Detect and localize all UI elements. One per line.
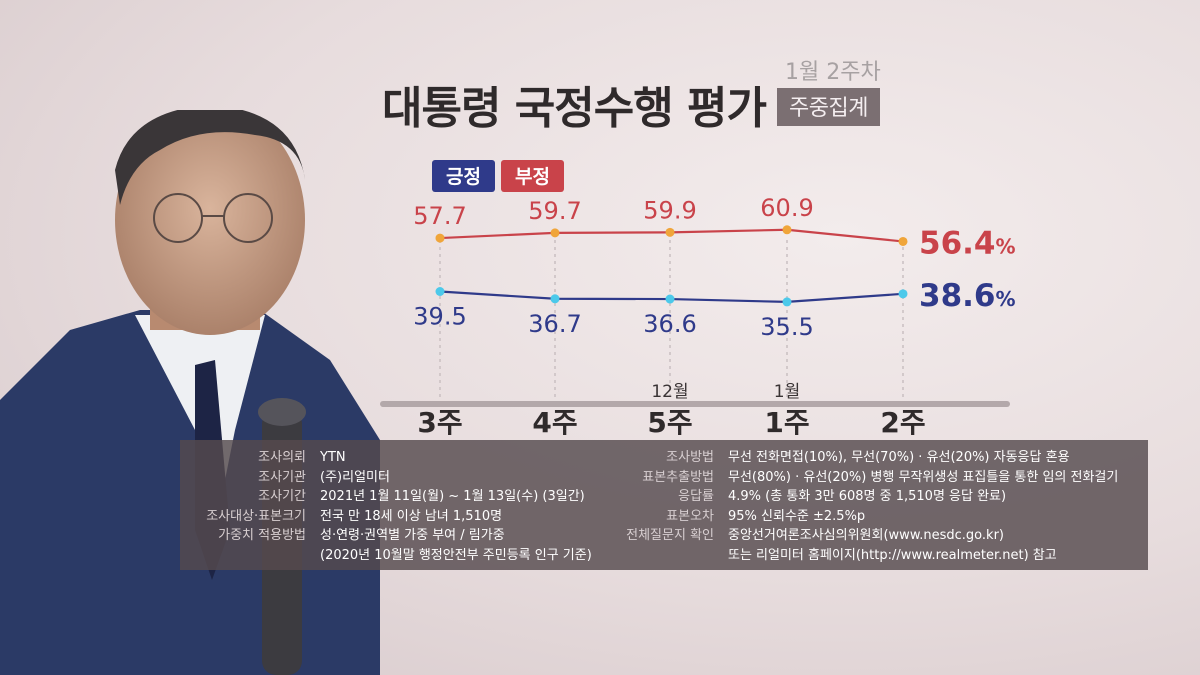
data-label-latest: 56.4%: [919, 225, 1016, 261]
info-row: 조사기간 2021년 1월 11일(월) ~ 1월 13일(수) (3일간): [180, 485, 585, 504]
data-label: 57.7: [413, 202, 466, 230]
info-row: 표본추출방법 무선(80%) · 유선(20%) 병행 무작위생성 표집틀을 통한…: [542, 466, 1118, 485]
info-value: 무선(80%) · 유선(20%) 병행 무작위생성 표집틀을 통한 임의 전화…: [728, 469, 1119, 485]
x-tick-label: 2주: [880, 406, 925, 439]
data-point: [435, 233, 445, 243]
data-label: 59.7: [528, 197, 581, 225]
x-tick-label: 1주: [764, 406, 809, 439]
info-value: 무선 전화면접(10%), 무선(70%) · 유선(20%) 자동응답 혼용: [728, 450, 1070, 465]
data-point: [782, 225, 792, 235]
data-point: [898, 289, 908, 299]
info-row: 조사방법 무선 전화면접(10%), 무선(70%) · 유선(20%) 자동응답…: [542, 446, 1070, 465]
data-point: [665, 294, 675, 304]
info-value: YTN: [320, 450, 346, 465]
info-key: 표본오차: [666, 508, 714, 524]
data-label: 59.9: [643, 196, 696, 224]
data-label-latest: 38.6%: [919, 278, 1016, 314]
data-point: [665, 227, 675, 237]
info-value: 전국 만 18세 이상 남녀 1,510명: [320, 508, 503, 524]
aggregation-badge: 주중집계: [777, 88, 880, 126]
data-label: 35.5: [760, 313, 813, 341]
x-tick-label: 3주: [417, 406, 462, 439]
data-label: 36.7: [528, 310, 581, 338]
data-point: [435, 287, 445, 296]
legend: 긍정 부정: [432, 160, 564, 192]
info-value: 95% 신뢰수준 ±2.5%p: [728, 508, 866, 524]
info-row: 조사기관 (주)리얼미터: [180, 466, 390, 485]
info-key: 조사기간: [258, 489, 306, 504]
info-key: 조사대상·표본크기: [206, 508, 306, 524]
legend-negative: 부정: [500, 160, 564, 192]
survey-week: 1월 2주차: [785, 60, 881, 85]
info-key: 표본추출방법: [642, 469, 714, 485]
info-value: 4.9% (총 통화 3만 608명 중 1,510명 응답 완료): [728, 489, 1007, 504]
info-key: 가중치 적용방법: [218, 528, 306, 543]
info-row: 응답률 4.9% (총 통화 3만 608명 중 1,510명 응답 완료): [542, 485, 1006, 504]
x-tick-label: 4주: [532, 406, 577, 439]
info-value: (주)리얼미터: [320, 469, 390, 485]
info-row: 조사의뢰 YTN: [180, 446, 346, 465]
data-point: [898, 236, 908, 246]
data-label: 39.5: [413, 303, 466, 331]
info-value: 또는 리얼미터 홈페이지(http://www.realmeter.net) 참…: [728, 547, 1057, 563]
data-point: [550, 228, 560, 238]
month-marker: 12월: [651, 382, 688, 402]
info-row: 표본오차 95% 신뢰수준 ±2.5%p: [542, 505, 865, 524]
data-label: 60.9: [760, 194, 813, 222]
info-value: 중앙선거여론조사심의위원회(www.nesdc.go.kr): [728, 528, 1004, 543]
info-key: 조사기관: [258, 469, 306, 485]
page-title: 대통령 국정수행 평가: [382, 83, 767, 134]
info-row: (2020년 10월말 행정안전부 주민등록 인구 기준): [180, 544, 592, 563]
info-value: 성·연령·권역별 가중 부여 / 림가중: [320, 528, 505, 543]
info-row: 가중치 적용방법 성·연령·권역별 가중 부여 / 림가중: [180, 524, 505, 543]
legend-positive: 긍정: [432, 160, 495, 192]
info-value: (2020년 10월말 행정안전부 주민등록 인구 기준): [320, 547, 592, 563]
info-value: 2021년 1월 11일(월) ~ 1월 13일(수) (3일간): [320, 489, 585, 504]
data-label: 36.6: [643, 310, 696, 338]
info-row: 또는 리얼미터 홈페이지(http://www.realmeter.net) 참…: [542, 544, 1057, 563]
data-point: [550, 294, 560, 304]
x-tick-label: 5주: [647, 406, 692, 439]
info-row: 전체질문지 확인 중앙선거여론조사심의위원회(www.nesdc.go.kr): [542, 524, 1004, 543]
info-key: 전체질문지 확인: [626, 528, 714, 543]
data-point: [782, 297, 792, 307]
info-key: 조사방법: [666, 450, 714, 465]
info-row: 조사대상·표본크기 전국 만 18세 이상 남녀 1,510명: [180, 505, 502, 524]
info-key: 조사의뢰: [258, 450, 306, 465]
x-axis-baseline: [380, 401, 1010, 407]
month-marker: 1월: [774, 382, 800, 402]
info-key: 응답률: [678, 489, 714, 504]
